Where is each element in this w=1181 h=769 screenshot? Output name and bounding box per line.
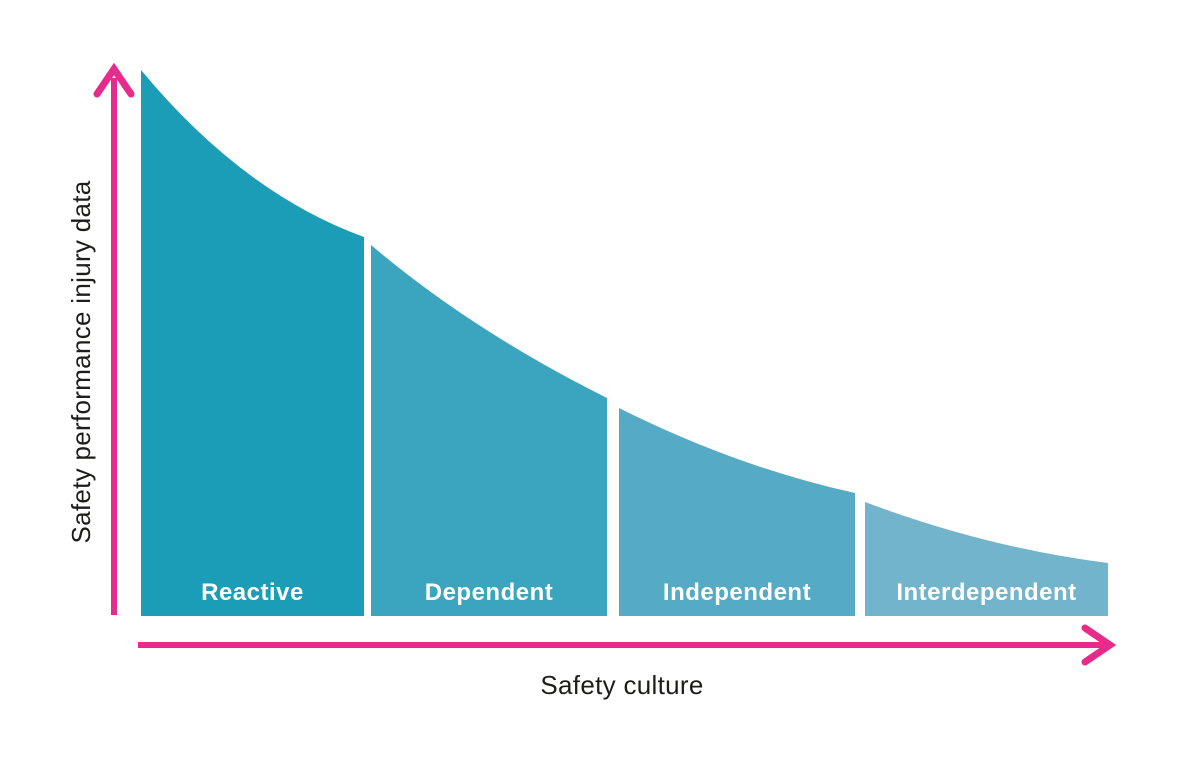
segment-label-reactive: Reactive	[201, 579, 304, 606]
x-axis	[138, 624, 1117, 666]
segment-dependent	[371, 245, 607, 616]
curve-segments	[141, 70, 1108, 616]
y-axis	[93, 62, 135, 615]
x-axis-label: Safety culture	[540, 670, 703, 700]
segment-labels: Reactive Dependent Independent Interdepe…	[201, 579, 1076, 606]
y-axis-label: Safety performance injury data	[66, 180, 96, 543]
segment-reactive	[141, 70, 364, 616]
segment-label-interdependent: Interdependent	[896, 579, 1076, 606]
segment-label-independent: Independent	[663, 579, 811, 606]
segment-label-dependent: Dependent	[425, 579, 554, 606]
x-axis-arrowhead-icon	[1081, 624, 1117, 666]
y-axis-arrowhead-icon	[93, 62, 135, 98]
segment-interdependent	[865, 502, 1108, 616]
segment-independent	[619, 408, 855, 616]
